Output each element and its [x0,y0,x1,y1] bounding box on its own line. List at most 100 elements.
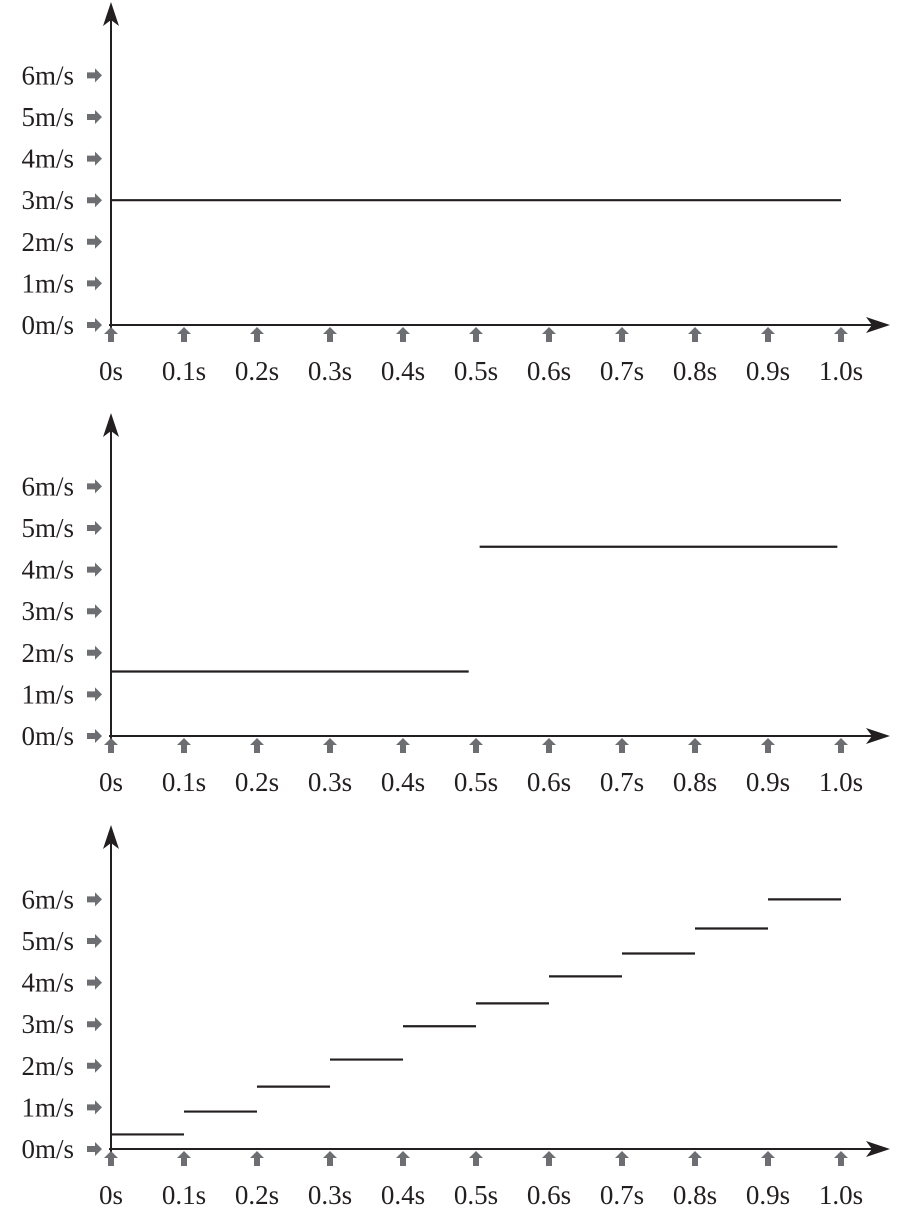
x-tick-label: 0.9s [746,356,790,386]
y-tick-4: 4m/s [21,555,102,585]
x-tick-arrow-icon [615,1151,629,1166]
x-tick-4: 0.4s [381,738,425,797]
chart-3: 0m/s 1m/s 2m/s 3m/s 4m/s 5m/s 6m/s 0s 0.1s 0.2s 0.… [21,825,890,1210]
y-tick-4: 4m/s [21,968,102,998]
x-tick-arrow-icon [761,738,775,753]
y-tick-2: 2m/s [21,638,102,668]
x-tick-3: 0.3s [308,1151,352,1210]
y-tick-1: 1m/s [21,268,102,298]
y-tick-label: 0m/s [21,1134,74,1164]
x-tick-arrow-icon [542,738,556,753]
y-tick-label: 2m/s [21,1051,74,1081]
y-tick-label: 4m/s [21,144,74,174]
y-tick-label: 1m/s [21,268,74,298]
x-tick-arrow-icon [177,738,191,753]
x-tick-label: 0s [99,767,123,797]
x-tick-1: 0.1s [162,1151,206,1210]
y-tick-label: 2m/s [21,227,74,257]
x-tick-label: 0.2s [235,767,279,797]
x-tick-arrow-icon [542,1151,556,1166]
x-tick-5: 0.5s [454,1151,498,1210]
y-tick-arrow-icon [87,1017,102,1032]
y-tick-arrow-icon [87,110,102,124]
x-tick-7: 0.7s [600,327,644,386]
x-tick-5: 0.5s [454,738,498,797]
y-tick-label: 3m/s [21,596,74,626]
x-tick-arrow-icon [396,327,410,342]
x-tick-arrow-icon [834,738,848,753]
y-tick-arrow-icon [87,1058,102,1073]
x-tick-arrow-icon [177,327,191,342]
y-tick-label: 4m/s [21,968,74,998]
y-tick-arrow-icon [87,193,102,208]
y-tick-label: 6m/s [21,60,74,90]
x-tick-label: 0.8s [673,356,717,386]
x-tick-1: 0.1s [162,327,206,386]
y-tick-label: 5m/s [21,102,74,132]
x-tick-9: 0.9s [746,327,790,386]
y-tick-4: 4m/s [21,144,102,174]
x-tick-arrow-icon [834,327,848,342]
y-tick-label: 4m/s [21,555,74,585]
y-tick-label: 5m/s [21,513,74,543]
x-tick-6: 0.6s [527,1151,571,1210]
chart-1: 0m/s 1m/s 2m/s 3m/s 4m/s 5m/s 6m/s 0s 0.1s 0.2s 0.… [21,2,890,386]
x-tick-label: 0.7s [600,1180,644,1206]
x-tick-2: 0.2s [235,1151,279,1210]
y-tick-arrow-icon [87,892,102,907]
x-tick-arrow-icon [250,738,264,753]
x-tick-arrow-icon [688,738,702,753]
x-tick-arrow-icon [323,738,337,753]
y-tick-0: 0m/s [21,1134,102,1164]
x-tick-label: 0.2s [235,356,279,386]
x-tick-label: 0.8s [673,767,717,797]
x-tick-10: 1.0s [819,738,863,797]
x-tick-arrow-icon [469,327,483,342]
x-tick-label: 0.6s [527,1180,571,1206]
x-tick-label: 1.0s [819,356,863,386]
y-tick-3: 3m/s [21,1009,102,1039]
y-tick-2: 2m/s [21,227,102,257]
x-tick-label: 0.1s [162,767,206,797]
x-tick-label: 0.3s [308,1180,352,1206]
y-tick-1: 1m/s [21,1092,102,1122]
x-tick-label: 0.4s [381,356,425,386]
x-tick-label: 0.6s [527,356,571,386]
x-tick-9: 0.9s [746,1151,790,1210]
y-tick-label: 1m/s [21,1092,74,1122]
y-tick-arrow-icon [87,645,102,660]
x-tick-label: 0.5s [454,767,498,797]
x-tick-9: 0.9s [746,738,790,797]
x-tick-8: 0.8s [673,738,717,797]
y-tick-1: 1m/s [21,679,102,709]
y-tick-label: 3m/s [21,1009,74,1039]
x-tick-label: 0.3s [308,767,352,797]
x-tick-8: 0.8s [673,327,717,386]
x-tick-0: 0s [99,738,123,797]
y-tick-6: 6m/s [21,471,102,501]
y-tick-5: 5m/s [21,102,102,132]
y-tick-label: 6m/s [21,471,74,501]
x-tick-label: 0.7s [600,356,644,386]
x-tick-label: 0s [99,356,123,386]
y-tick-arrow-icon [87,479,102,494]
x-tick-arrow-icon [396,738,410,753]
x-tick-arrow-icon [104,738,118,753]
y-tick-6: 6m/s [21,60,102,90]
y-tick-0: 0m/s [21,310,102,340]
y-axis-arrowhead [103,825,119,849]
x-tick-label: 0.9s [746,1180,790,1206]
y-axis-arrowhead [103,2,119,26]
x-axis-arrowhead [866,728,890,744]
x-tick-0: 0s [99,327,123,386]
y-tick-arrow-icon [87,318,102,332]
x-tick-10: 1.0s [819,1151,863,1210]
x-tick-label: 0.7s [600,767,644,797]
y-tick-label: 0m/s [21,310,74,340]
y-tick-6: 6m/s [21,884,102,914]
x-tick-arrow-icon [469,1151,483,1166]
y-tick-label: 2m/s [21,638,74,668]
x-tick-arrow-icon [323,1151,337,1166]
x-tick-label: 0.6s [527,767,571,797]
